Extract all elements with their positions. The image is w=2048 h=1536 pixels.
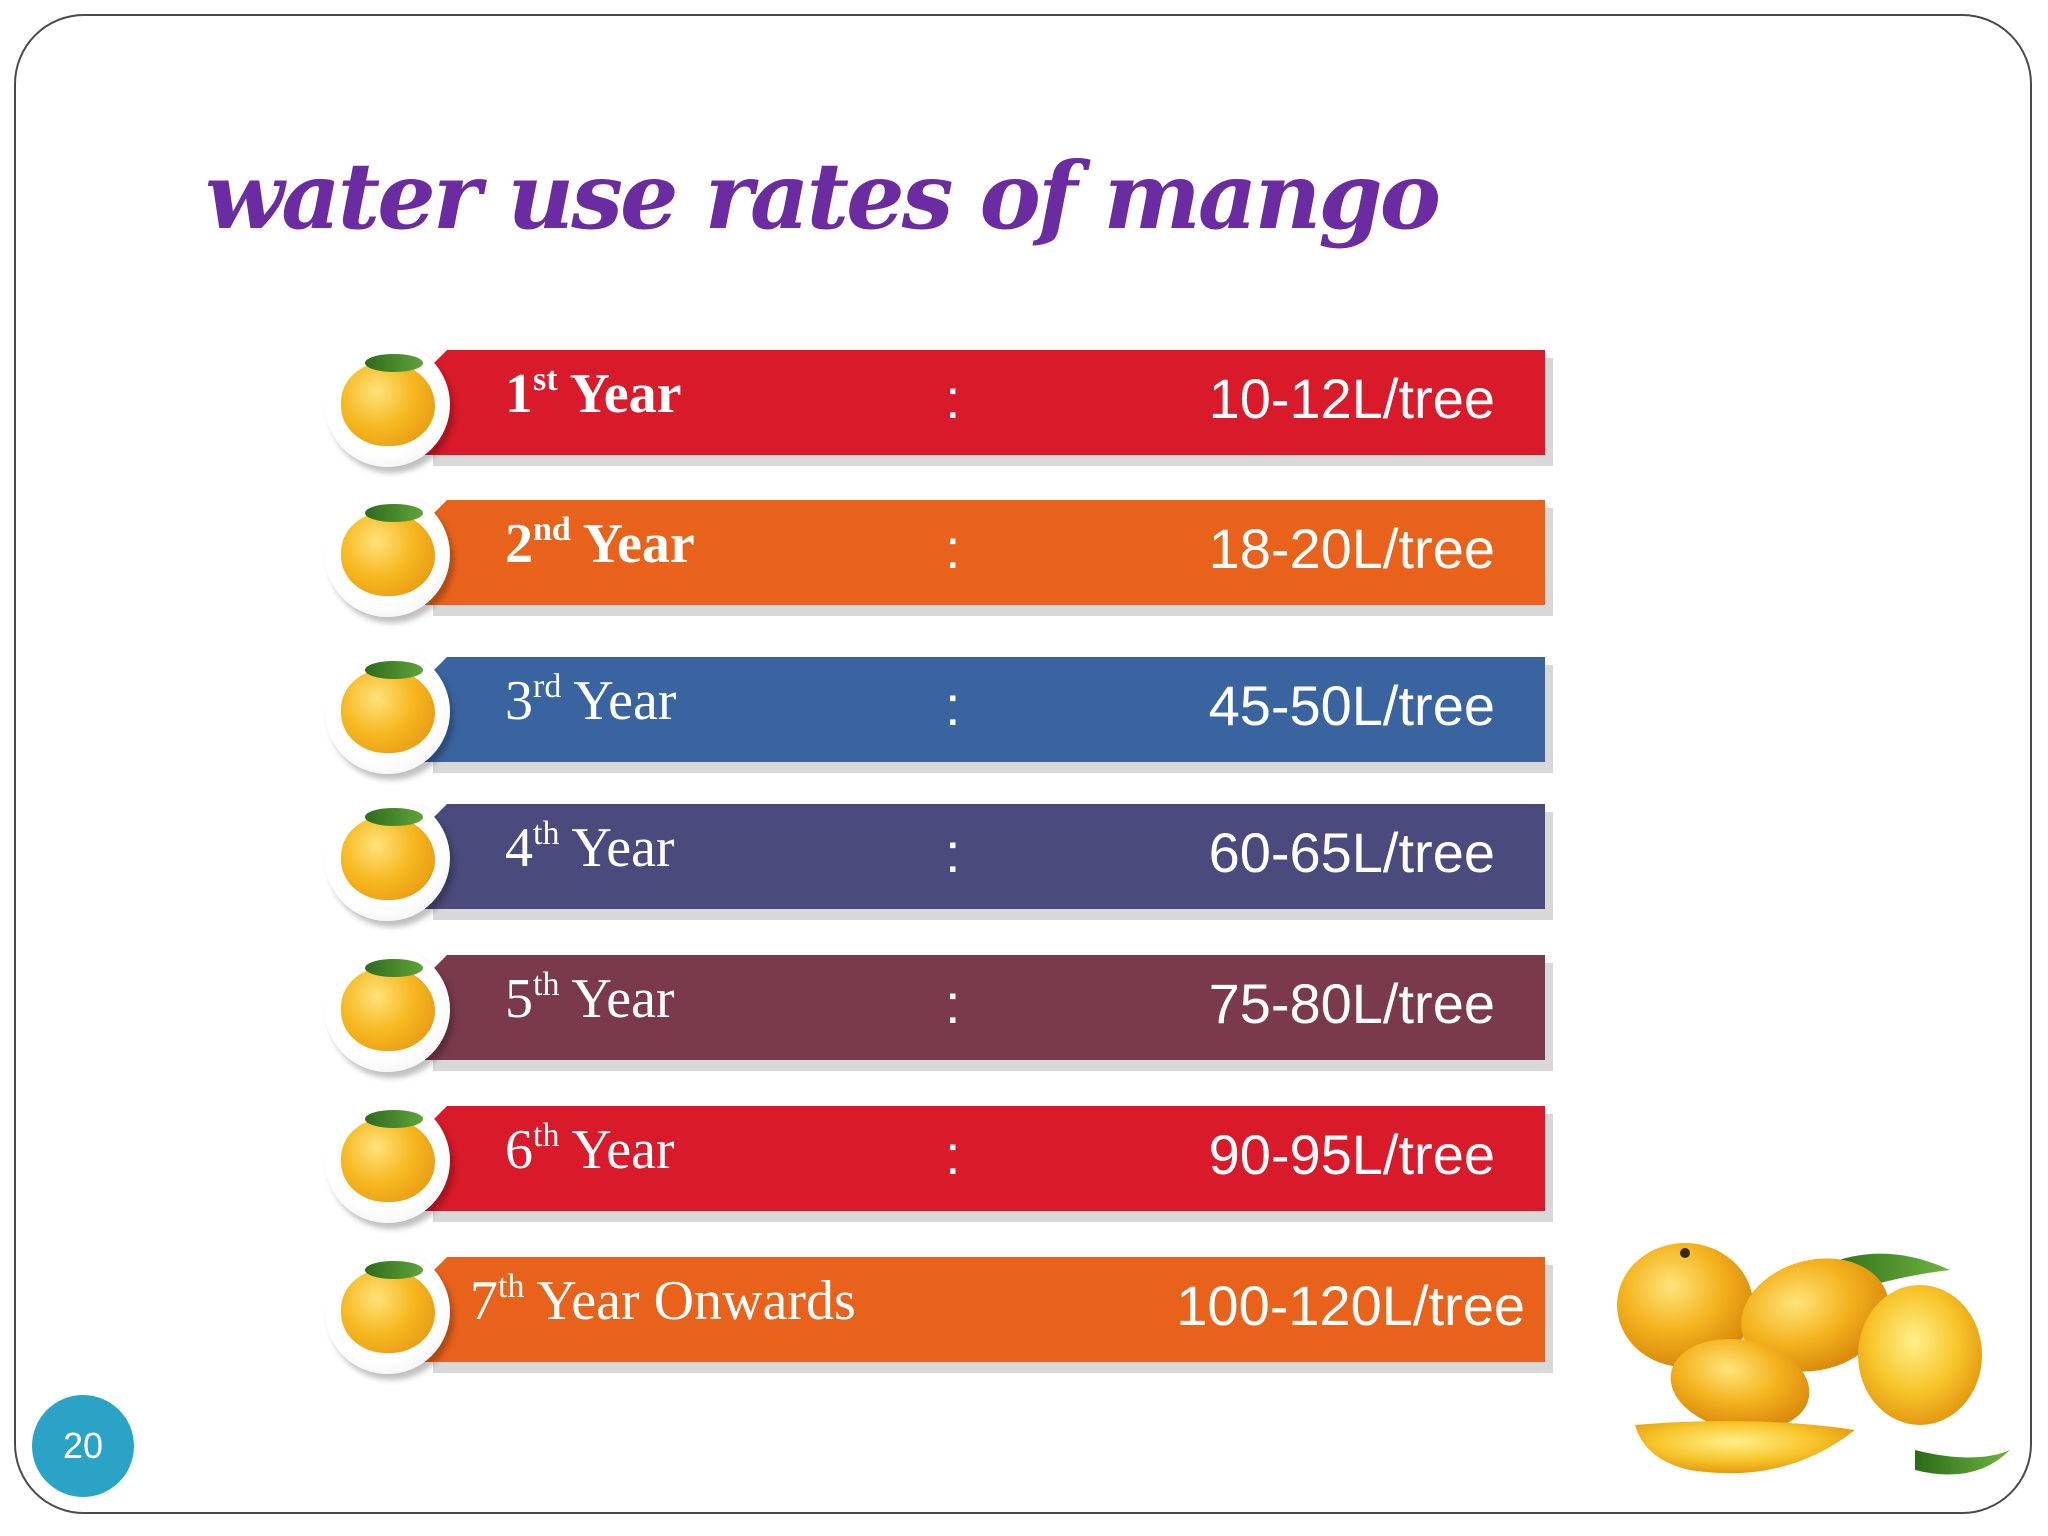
row-year-7-onwards: 7th Year Onwards 100-120L/tree (325, 1249, 1565, 1374)
row-year-1: 1st Year : 10-12L/tree (325, 342, 1565, 467)
mango-icon (341, 967, 435, 1051)
mango-icon (341, 816, 435, 900)
leaf-icon (365, 1110, 423, 1128)
mango-badge (325, 796, 450, 921)
mango-pile-image (1617, 1243, 2010, 1475)
row-value: 18-20L/tree (1208, 517, 1495, 580)
row-value: 100-120L/tree (1176, 1274, 1525, 1337)
row-colon: : (945, 674, 961, 737)
mango-icon (1617, 1243, 1753, 1367)
row-label: 4th Year (505, 815, 675, 879)
page-number-badge: 20 (32, 1395, 134, 1497)
row-bar (425, 1257, 1545, 1362)
mango-icon (341, 362, 435, 446)
row-label: 2nd Year (505, 511, 695, 575)
row-value: 90-95L/tree (1208, 1123, 1495, 1186)
mango-icon (341, 669, 435, 753)
row-colon: : (945, 517, 961, 580)
row-colon: : (945, 821, 961, 884)
row-label: 1st Year (505, 361, 682, 425)
mango-icon (341, 1269, 435, 1353)
leaf-icon (365, 959, 423, 977)
row-bar (425, 350, 1545, 455)
row-bar (425, 955, 1545, 1060)
mango-badge (325, 947, 450, 1072)
row-label: 6th Year (505, 1117, 675, 1181)
row-value: 10-12L/tree (1208, 367, 1495, 430)
row-label: 5th Year (505, 966, 675, 1030)
row-year-4: 4th Year : 60-65L/tree (325, 796, 1565, 921)
mango-badge (325, 1098, 450, 1223)
mango-icon (341, 1118, 435, 1202)
leaf-icon (365, 1261, 423, 1279)
row-bar (425, 500, 1545, 605)
row-colon: : (945, 367, 961, 430)
row-year-5: 5th Year : 75-80L/tree (325, 947, 1565, 1072)
mango-badge (325, 1249, 450, 1374)
slide-title: water use rates of mango (205, 142, 1441, 250)
row-bar (425, 804, 1545, 909)
leaf-icon (365, 354, 423, 372)
row-year-2: 2nd Year : 18-20L/tree (325, 492, 1565, 617)
row-value: 75-80L/tree (1208, 972, 1495, 1035)
row-value: 60-65L/tree (1208, 821, 1495, 884)
leaf-icon (365, 504, 423, 522)
row-value: 45-50L/tree (1208, 674, 1495, 737)
mango-badge (325, 342, 450, 467)
row-colon: : (945, 1123, 961, 1186)
mango-badge (325, 492, 450, 617)
mango-badge (325, 649, 450, 774)
row-bar (425, 657, 1545, 762)
row-bar (425, 1106, 1545, 1211)
mango-icon (341, 512, 435, 596)
row-colon: : (945, 972, 961, 1035)
leaf-icon (365, 808, 423, 826)
row-year-3: 3rd Year : 45-50L/tree (325, 649, 1565, 774)
row-year-6: 6th Year : 90-95L/tree (325, 1098, 1565, 1223)
leaf-icon (365, 661, 423, 679)
row-label: 7th Year Onwards (470, 1268, 856, 1332)
row-label: 3rd Year (505, 668, 677, 732)
